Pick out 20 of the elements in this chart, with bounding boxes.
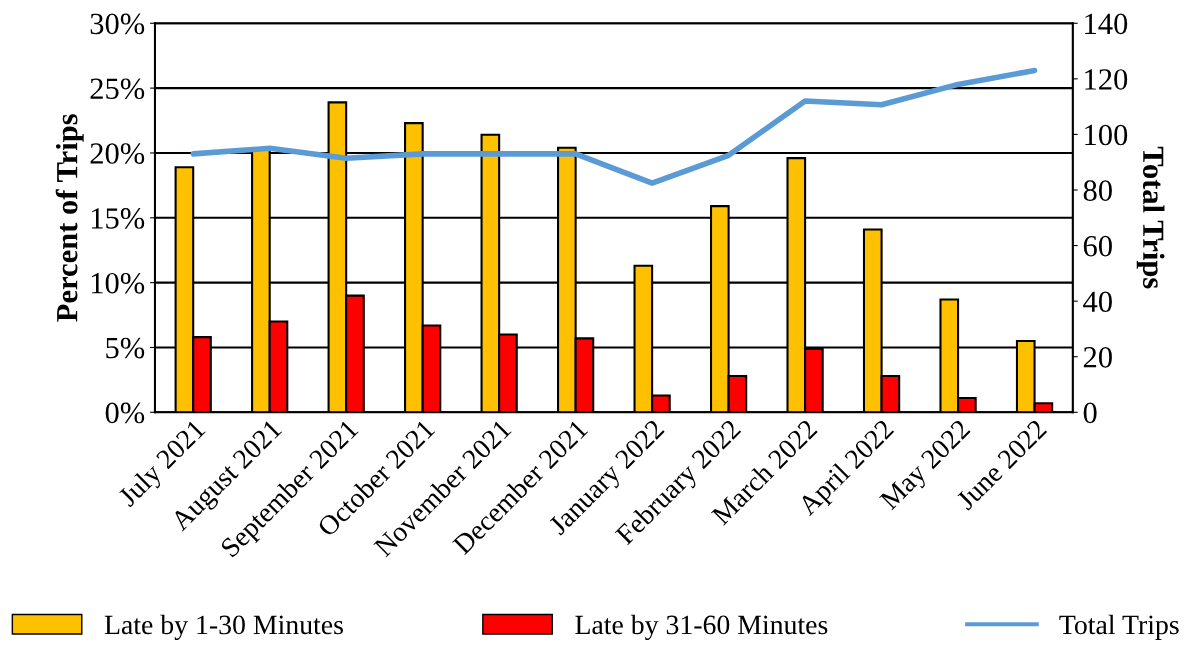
- y2-axis-title: Total Trips: [1136, 146, 1165, 289]
- legend-label: Late by 1-30 Minutes: [104, 614, 343, 640]
- legend-label: Late by 31-60 Minutes: [575, 614, 828, 640]
- y-tick-label: 25%: [90, 78, 145, 100]
- y-tick-label: 10%: [91, 272, 145, 294]
- y-tick-label: 5%: [106, 337, 145, 359]
- y-tick-label: 20%: [90, 143, 145, 164]
- y-tick-label: 0%: [105, 402, 145, 424]
- y-tick-label: 30%: [90, 13, 145, 35]
- y2-tick-label: 20: [1083, 347, 1112, 368]
- y2-tick-label: 80: [1083, 180, 1112, 201]
- y2-tick-label: 120: [1085, 69, 1128, 90]
- y2-tick-label: 40: [1083, 291, 1112, 313]
- y-tick-label: 15%: [91, 208, 145, 229]
- y2-tick-label: 0: [1083, 402, 1097, 424]
- legend-label: Total Trips: [1059, 614, 1179, 640]
- y2-tick-label: 100: [1085, 124, 1128, 146]
- y2-tick-label: 140: [1085, 13, 1128, 35]
- y2-tick-label: 60: [1083, 235, 1112, 257]
- y-axis-title: Percent of Trips: [55, 114, 84, 322]
